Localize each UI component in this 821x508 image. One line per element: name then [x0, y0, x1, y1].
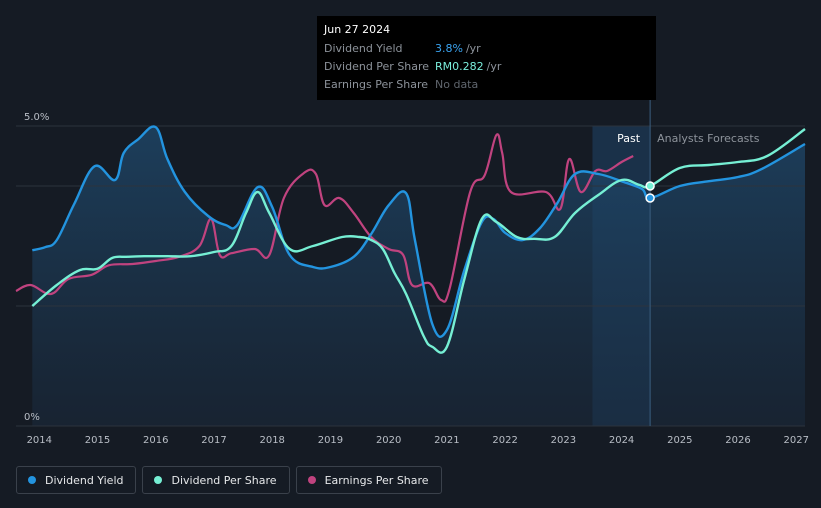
- tooltip-value: 3.8%: [435, 42, 463, 55]
- x-tick-label: 2025: [667, 435, 692, 446]
- tooltip-unit: /yr: [486, 60, 502, 73]
- x-tick-label: 2024: [609, 435, 634, 446]
- legend-item-dividend-yield[interactable]: Dividend Yield: [16, 466, 137, 494]
- tooltip-label: Earnings Per Share: [324, 78, 429, 91]
- tooltip-date: Jun 27 2024: [324, 23, 391, 36]
- dividend-per-share-line: [31, 128, 806, 354]
- x-tick-label: 2027: [784, 435, 809, 446]
- x-tick-label: 2019: [318, 435, 343, 446]
- tooltip-row-yield: Dividend Yield 3.8% /yr: [324, 42, 649, 60]
- dividend-yield-marker[interactable]: [645, 193, 655, 203]
- legend-label: Dividend Per Share: [171, 473, 277, 487]
- y-tick-label: 0%: [24, 412, 40, 423]
- x-tick-label: 2022: [492, 435, 517, 446]
- legend-label: Earnings Per Share: [324, 473, 429, 487]
- tooltip-value: RM0.282: [435, 60, 484, 73]
- x-tick-label: 2026: [725, 435, 750, 446]
- dividend-per-share-marker[interactable]: [645, 181, 655, 191]
- region-label-past: Past: [617, 132, 641, 145]
- x-tick-label: 2016: [143, 435, 168, 446]
- tooltip-unit: /yr: [465, 42, 481, 55]
- tooltip-value: No data: [435, 78, 479, 91]
- dividend-yield-area: [32, 126, 806, 426]
- legend: Dividend Yield Dividend Per Share Earnin…: [16, 466, 442, 494]
- x-tick-label: 2021: [434, 435, 459, 446]
- tooltip-row-dps: Dividend Per Share RM0.282 /yr: [324, 60, 649, 78]
- x-tick-label: 2014: [27, 435, 52, 446]
- x-tick-label: 2015: [85, 435, 110, 446]
- x-tick-label: 2017: [201, 435, 226, 446]
- earnings-per-share-line: [15, 133, 634, 303]
- x-tick-label: 2018: [259, 435, 284, 446]
- tooltip-label: Dividend Yield: [324, 42, 403, 55]
- tooltip: Jun 27 2024 Dividend Yield 3.8% /yr Divi…: [317, 16, 656, 100]
- x-tick-label: 2020: [376, 435, 401, 446]
- y-tick-label: 5.0%: [24, 112, 49, 123]
- x-tick-label: 2023: [551, 435, 576, 446]
- legend-item-dividend-per-share[interactable]: Dividend Per Share: [142, 466, 290, 494]
- tooltip-label: Dividend Per Share: [324, 60, 430, 73]
- region-label-forecast: Analysts Forecasts: [657, 132, 760, 145]
- legend-dot-icon: [28, 476, 36, 484]
- legend-item-earnings-per-share[interactable]: Earnings Per Share: [295, 466, 442, 494]
- tooltip-row-eps: Earnings Per Share No data: [324, 78, 649, 96]
- legend-label: Dividend Yield: [45, 473, 124, 487]
- legend-dot-icon: [307, 476, 316, 484]
- legend-dot-icon: [154, 476, 163, 484]
